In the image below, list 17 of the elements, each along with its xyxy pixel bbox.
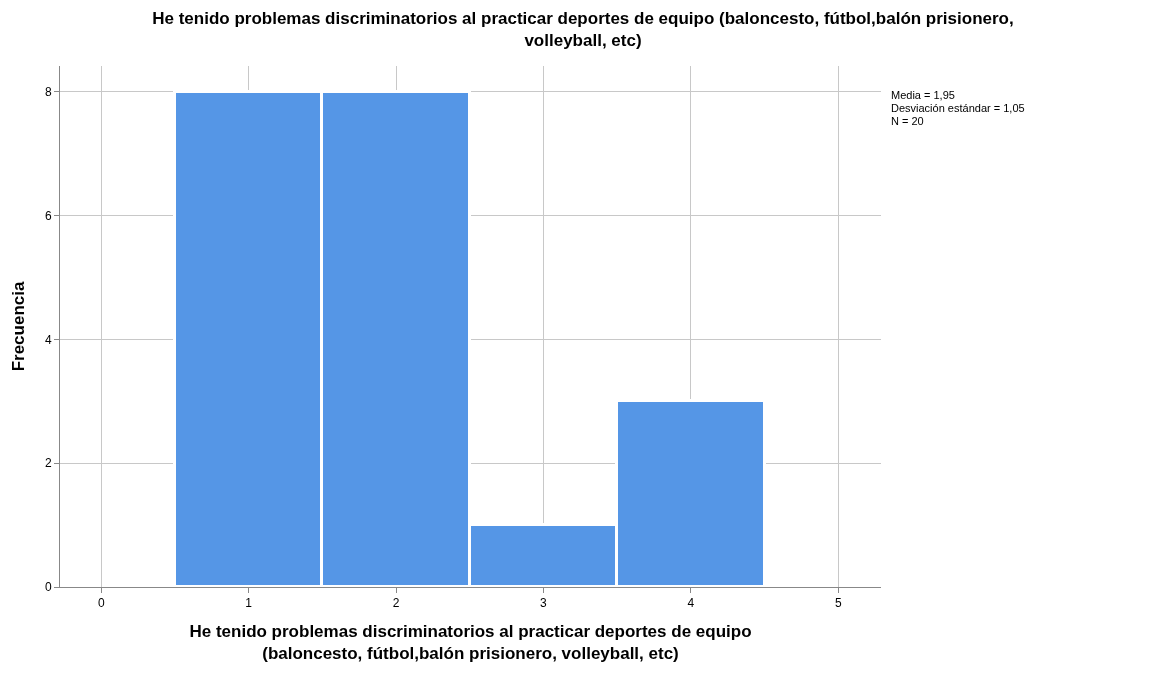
x-tick-label: 2 xyxy=(392,596,400,611)
y-tick-label: 0 xyxy=(44,580,52,595)
x-tick-label: 1 xyxy=(245,596,253,611)
y-tick-label: 8 xyxy=(44,85,52,100)
x-tick-label: 0 xyxy=(97,596,105,611)
x-tick-label: 5 xyxy=(834,596,842,611)
y-axis-title: Frecuencia xyxy=(9,281,29,372)
text: N = 20 xyxy=(891,115,924,127)
chart-title: He tenido problemas discriminatorios al practicar deportes de equipo (baloncesto, fútbol,balón prisionero, volleyball, etc) xyxy=(152,8,1014,50)
text: Media = 1,95 xyxy=(891,89,955,101)
x-tick-label: 4 xyxy=(687,596,695,611)
y-tick-label: 6 xyxy=(44,208,52,223)
y-tick-label: 2 xyxy=(44,456,52,471)
text: Desviación estándar = 1,05 xyxy=(891,102,1025,114)
x-axis-title: He tenido problemas discriminatorios al practicar deportes de equipo (baloncesto, fútbol,balón prisionero, volleyball, etc) xyxy=(189,621,752,663)
y-tick-label: 4 xyxy=(44,332,52,347)
x-tick-label: 3 xyxy=(540,596,548,611)
